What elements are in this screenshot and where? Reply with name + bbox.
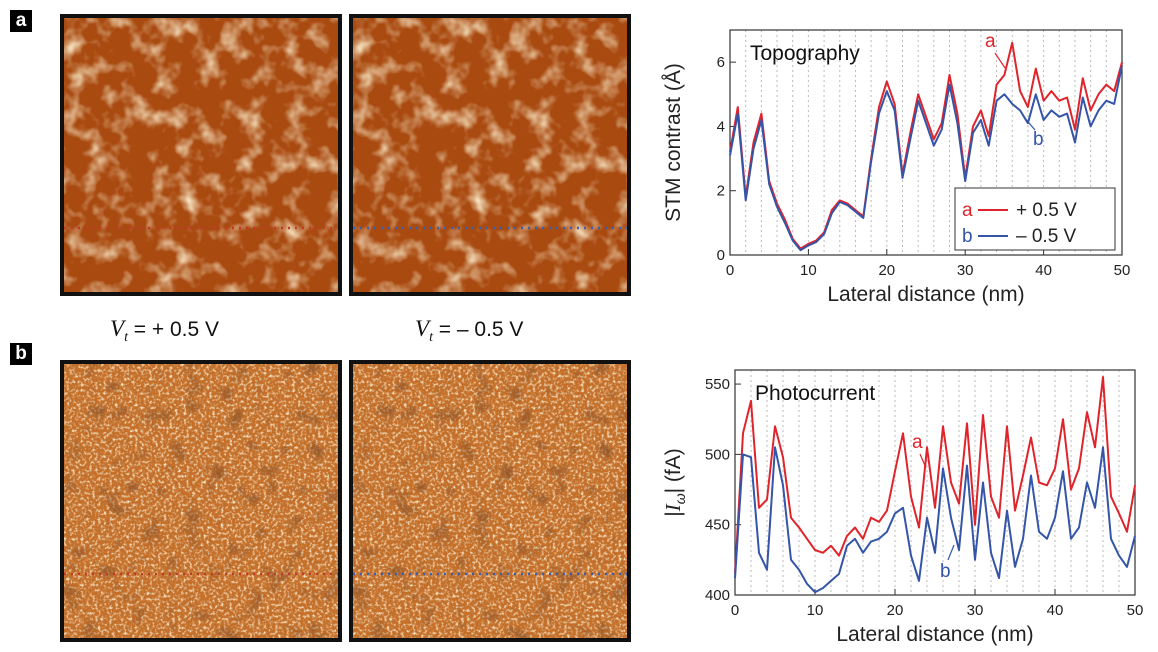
annotation-b-pointer — [947, 544, 955, 561]
y-axis-label: |Iω| (fA) — [661, 448, 688, 517]
legend-letter: a — [962, 200, 973, 221]
annotation-b: b — [1033, 129, 1044, 150]
legend-letter: b — [962, 226, 973, 247]
legend-label: – 0.5 V — [1016, 226, 1077, 247]
y-tick-label: 400 — [705, 587, 730, 604]
legend-label: + 0.5 V — [1016, 200, 1077, 221]
x-tick-label: 0 — [731, 602, 739, 619]
y-tick-label: 550 — [705, 376, 730, 393]
stm-image-a2 — [353, 18, 627, 292]
legend-box — [954, 187, 1116, 251]
bias-label-positive: Vt = + 0.5 V — [110, 316, 220, 346]
stm-photocurrent-negative-bias — [349, 360, 631, 642]
chart-title: Photocurrent — [755, 382, 875, 405]
series-line-b — [729, 65, 1123, 252]
x-tick-label: 50 — [1114, 262, 1131, 279]
stm-photocurrent-positive-bias — [60, 360, 342, 642]
x-tick-label: 10 — [800, 262, 817, 279]
x-axis-label: Lateral distance (nm) — [836, 623, 1033, 646]
stm-image-a1 — [64, 18, 338, 292]
series-line-a — [729, 41, 1123, 250]
stm-image-b2 — [353, 364, 627, 638]
stm-image-b1 — [64, 364, 338, 638]
x-tick-label: 30 — [957, 262, 974, 279]
annotation-a-pointer — [919, 453, 927, 469]
panel-b-label: b — [10, 343, 32, 365]
x-tick-label: 10 — [807, 602, 824, 619]
plot-frame — [734, 369, 1136, 596]
annotation-a: a — [985, 31, 996, 52]
stm-topography-negative-bias — [349, 14, 631, 296]
y-axis-label: STM contrast (Å) — [662, 63, 685, 222]
photocurrent-chart: 0 10 20 30 40 50 400 450 500 550 Lateral distance … — [661, 369, 1144, 646]
x-tick-label: 30 — [967, 602, 984, 619]
x-tick-label: 20 — [887, 602, 904, 619]
x-tick-label: 50 — [1127, 602, 1144, 619]
bias-label-negative: Vt = – 0.5 V — [415, 316, 524, 346]
y-tick-label: 450 — [705, 517, 730, 534]
topography-chart: 0 10 20 30 40 50 0 2 4 6 Lateral distance (nm) Topo… — [662, 29, 1131, 306]
chart-title: Topography — [750, 42, 860, 65]
panel-a-label: a — [10, 10, 32, 32]
x-tick-label: 0 — [726, 262, 734, 279]
series-line-b — [734, 446, 1136, 594]
legend: a + 0.5 V b – 0.5 V — [954, 187, 1116, 251]
x-tick-label: 40 — [1047, 602, 1064, 619]
y-tick-label: 4 — [717, 118, 725, 135]
annotation-b-pointer — [1023, 116, 1036, 131]
y-tick-label: 500 — [705, 446, 730, 463]
y-tick-label: 6 — [717, 54, 725, 71]
x-tick-label: 20 — [878, 262, 895, 279]
plot-frame — [729, 29, 1123, 256]
annotation-a-pointer — [994, 52, 1006, 69]
annotation-b: b — [940, 561, 951, 582]
annotation-a: a — [912, 432, 923, 453]
x-tick-label: 40 — [1035, 262, 1052, 279]
y-tick-label: 0 — [717, 247, 725, 264]
x-axis-label: Lateral distance (nm) — [827, 283, 1024, 306]
y-tick-label: 2 — [717, 183, 725, 200]
stm-topography-positive-bias — [60, 14, 342, 296]
series-line-a — [734, 376, 1136, 574]
